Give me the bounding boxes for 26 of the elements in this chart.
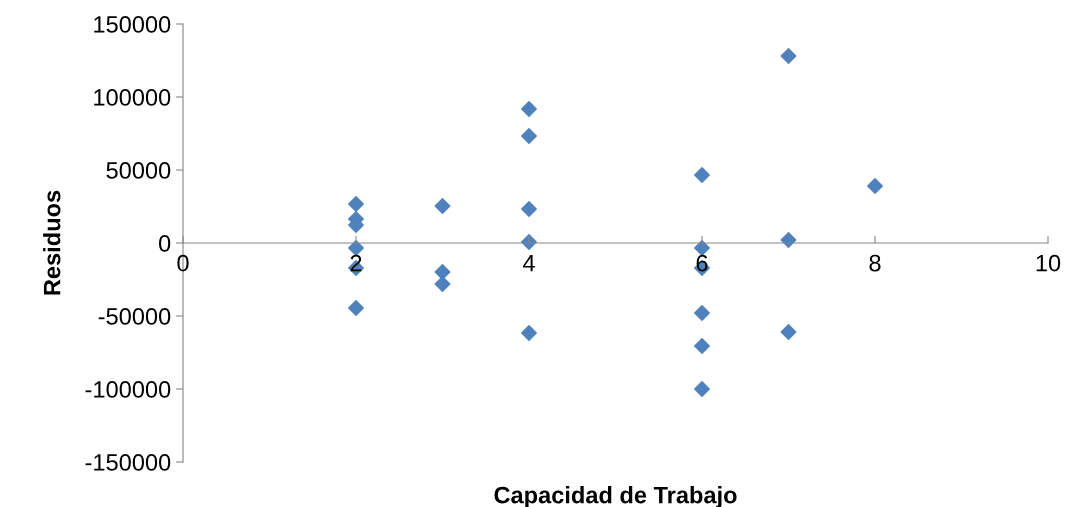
- point: [866, 177, 884, 195]
- y-axis-title: Residuos: [43, 190, 61, 295]
- point: [693, 166, 711, 184]
- point: [520, 127, 538, 145]
- y-tick-label: -100000: [85, 381, 171, 398]
- point: [347, 195, 365, 213]
- y-tick-label: 50000: [106, 162, 171, 179]
- y-tick-label: -50000: [98, 308, 171, 325]
- point: [693, 337, 711, 355]
- point: [520, 200, 538, 218]
- y-tick-label: -150000: [85, 454, 171, 471]
- point: [347, 299, 365, 317]
- point: [780, 47, 797, 65]
- x-tick-label: 0: [177, 254, 189, 272]
- y-tick-label: 150000: [94, 16, 171, 33]
- point: [693, 380, 711, 398]
- x-tick-label: 8: [869, 254, 881, 272]
- point: [520, 324, 538, 342]
- point: [780, 323, 797, 341]
- y-tick-label: 0: [158, 235, 171, 252]
- x-tick-label: 10: [1036, 254, 1061, 272]
- y-tick-label: 100000: [94, 89, 171, 106]
- x-tick-label: 4: [522, 254, 535, 272]
- point: [520, 100, 538, 118]
- point: [693, 304, 711, 322]
- point: [434, 197, 451, 215]
